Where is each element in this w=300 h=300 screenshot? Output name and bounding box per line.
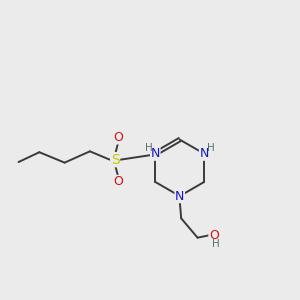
Text: O: O bbox=[113, 176, 123, 188]
Text: H: H bbox=[212, 238, 219, 249]
Text: S: S bbox=[111, 153, 119, 167]
Text: N: N bbox=[200, 147, 209, 160]
Text: O: O bbox=[209, 229, 219, 242]
Text: N: N bbox=[175, 190, 184, 202]
Text: H: H bbox=[207, 143, 214, 153]
Text: O: O bbox=[113, 131, 123, 144]
Text: N: N bbox=[151, 147, 160, 160]
Text: H: H bbox=[145, 143, 153, 153]
